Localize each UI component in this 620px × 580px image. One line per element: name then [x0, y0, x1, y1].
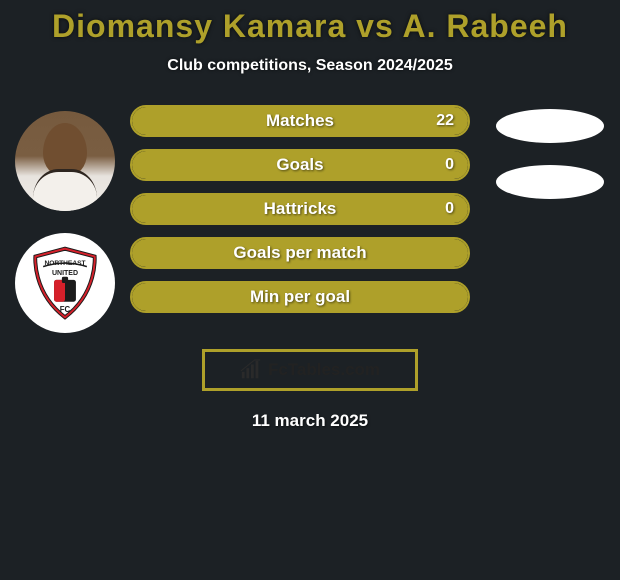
svg-text:UNITED: UNITED [52, 270, 78, 277]
stat-value: 22 [436, 107, 454, 135]
svg-text:NORTHEAST: NORTHEAST [44, 260, 85, 267]
comparison-infographic: Diomansy Kamara vs A. Rabeeh Club compet… [0, 0, 620, 580]
stat-row: Hattricks 0 [130, 193, 470, 225]
stat-label: Matches [132, 107, 468, 135]
right-marker [496, 165, 604, 199]
stat-row: Min per goal [130, 281, 470, 313]
stat-label: Goals [132, 151, 468, 179]
svg-text:FC: FC [60, 305, 71, 314]
stat-bars: Matches 22 Goals 0 Hattricks 0 Goals per… [130, 103, 480, 313]
content-row: NORTHEAST UNITED FC Matches 22 Goals 0 [0, 103, 620, 333]
player2-club-badge: NORTHEAST UNITED FC [15, 233, 115, 333]
stat-label: Min per goal [132, 283, 468, 311]
brand-box: FcTables.com [202, 349, 418, 391]
stat-row: Goals 0 [130, 149, 470, 181]
page-title: Diomansy Kamara vs A. Rabeeh [0, 0, 620, 47]
date-text: 11 march 2025 [0, 411, 620, 431]
barchart-icon [240, 359, 262, 381]
right-marker [496, 109, 604, 143]
shield-icon: NORTHEAST UNITED FC [26, 244, 104, 322]
right-column [480, 103, 620, 199]
brand-text: FcTables.com [268, 360, 380, 380]
stat-label: Hattricks [132, 195, 468, 223]
player1-avatar [15, 111, 115, 211]
stat-row: Matches 22 [130, 105, 470, 137]
left-column: NORTHEAST UNITED FC [0, 103, 130, 333]
stat-row: Goals per match [130, 237, 470, 269]
stat-label: Goals per match [132, 239, 468, 267]
stat-value: 0 [445, 195, 454, 223]
page-subtitle: Club competitions, Season 2024/2025 [0, 57, 620, 75]
stat-value: 0 [445, 151, 454, 179]
